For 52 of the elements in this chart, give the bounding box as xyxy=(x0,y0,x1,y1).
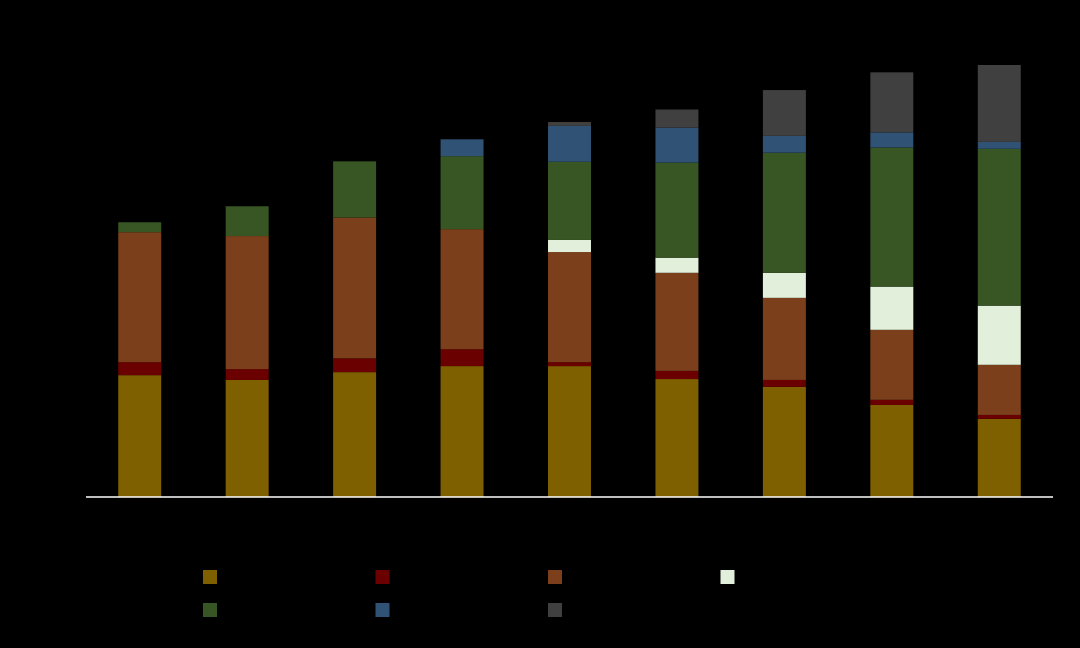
bar xyxy=(870,72,914,133)
bar xyxy=(548,366,591,497)
bar xyxy=(762,135,806,153)
bar xyxy=(225,236,269,370)
bar xyxy=(977,418,1021,497)
bar xyxy=(118,232,162,363)
bar xyxy=(977,65,1021,142)
bar xyxy=(977,305,1021,365)
bar xyxy=(762,272,806,298)
bar xyxy=(655,109,699,128)
bar xyxy=(440,139,484,157)
bar xyxy=(762,297,806,380)
bar xyxy=(548,161,591,240)
bar xyxy=(977,414,1021,419)
bar xyxy=(762,90,806,136)
bar xyxy=(333,372,377,497)
bar xyxy=(440,349,484,367)
bar xyxy=(870,132,914,148)
bar xyxy=(977,141,1021,149)
bar xyxy=(870,286,914,330)
bar xyxy=(762,379,806,387)
bar xyxy=(655,257,699,273)
bar xyxy=(548,239,591,253)
bar xyxy=(118,375,162,497)
bar xyxy=(870,329,914,400)
bar xyxy=(548,125,591,162)
bar xyxy=(548,362,591,367)
bar xyxy=(118,362,162,376)
bar xyxy=(548,122,591,126)
bar xyxy=(333,217,377,359)
bar xyxy=(440,229,484,350)
bar xyxy=(655,379,699,497)
bar xyxy=(548,252,591,363)
bar xyxy=(655,127,699,163)
bar xyxy=(762,386,806,497)
bar xyxy=(870,147,914,287)
bar xyxy=(225,379,269,497)
bar xyxy=(333,358,377,373)
bar xyxy=(655,272,699,371)
bar xyxy=(333,161,377,218)
bar xyxy=(225,206,269,237)
bar xyxy=(118,222,162,233)
bar xyxy=(977,364,1021,415)
bar xyxy=(225,369,269,380)
bar xyxy=(655,162,699,258)
bar xyxy=(440,156,484,230)
bar xyxy=(762,152,806,273)
bar xyxy=(870,399,914,405)
bar xyxy=(655,370,699,380)
bar xyxy=(977,148,1021,306)
bar xyxy=(440,366,484,497)
bar xyxy=(870,404,914,497)
